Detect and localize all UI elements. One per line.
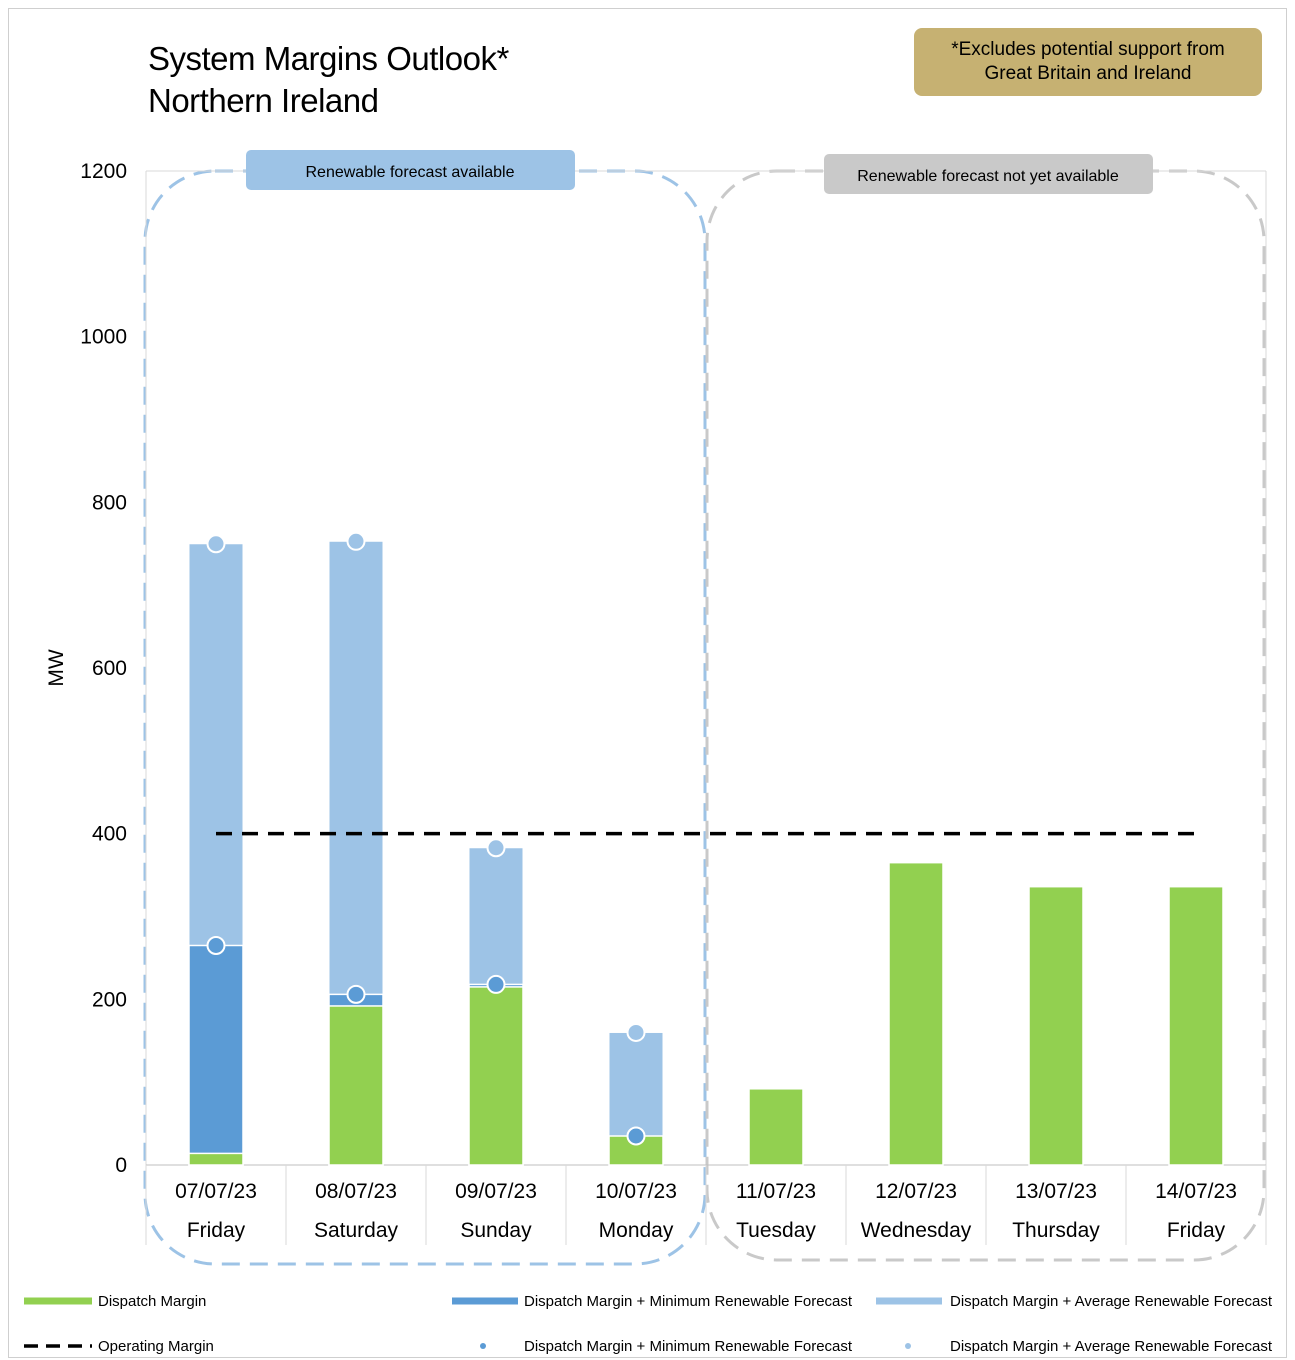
x-day-label: Wednesday [861, 1219, 972, 1242]
marker-avg-renewable [206, 534, 226, 554]
x-tick-label: 14/07/23 [1155, 1180, 1237, 1203]
marker-min-renewable [346, 984, 366, 1004]
y-axis-title: MW [45, 649, 68, 686]
bar-dispatch-margin [188, 1152, 244, 1166]
x-day-label: Tuesday [736, 1219, 816, 1242]
legend: Dispatch Margin Dispatch Margin + Minimum… [24, 1293, 1273, 1355]
forecast-regions [143, 169, 1266, 1266]
x-day-label: Thursday [1012, 1219, 1100, 1242]
y-tick-label: 200 [92, 988, 127, 1011]
y-tick-label: 1200 [80, 160, 127, 183]
y-tick-label: 0 [115, 1154, 127, 1177]
legend-label: Dispatch Margin [98, 1293, 206, 1310]
x-day-label: Sunday [460, 1219, 532, 1242]
x-tick-label: 11/07/23 [736, 1180, 816, 1203]
bar-dispatch-margin [468, 986, 524, 1166]
marker-min-renewable [206, 935, 226, 955]
bars [188, 540, 1224, 1166]
region-not-available-label: Renewable forecast not yet available [857, 168, 1119, 185]
bar-dispatch-margin [748, 1088, 804, 1166]
y-tick-label: 600 [92, 657, 127, 680]
bar-dispatch-margin [1028, 885, 1084, 1166]
note-badge: *Excludes potential support from Great B… [914, 28, 1262, 96]
bar-dispatch-margin [1168, 885, 1224, 1166]
y-tick-label: 800 [92, 491, 127, 514]
bar-dispatch-margin [888, 861, 944, 1166]
legend-label: Operating Margin [98, 1338, 214, 1355]
x-tick-label: 12/07/23 [875, 1180, 957, 1203]
title-line-1: System Margins Outlook* [148, 40, 509, 77]
region-available-label: Renewable forecast available [305, 164, 514, 181]
y-tick-label: 400 [92, 823, 127, 846]
markers [206, 531, 646, 1146]
bar-min-renewable [188, 944, 244, 1166]
x-day-label: Monday [599, 1219, 674, 1242]
marker-min-renewable [486, 974, 506, 994]
region-available-pill [246, 150, 575, 190]
chart-frame [8, 8, 1287, 1358]
legend-label: Dispatch Margin + Average Renewable Fore… [950, 1338, 1273, 1355]
x-tick-label: 10/07/23 [595, 1180, 677, 1203]
marker-avg-renewable [626, 1022, 646, 1042]
axes: 0 200 400 600 800 1000 1200 MW 07/07/23 Friday 08/… [45, 160, 1267, 1245]
legend-swatch-marker [905, 1343, 911, 1349]
bar-dispatch-margin [328, 1005, 384, 1166]
legend-swatch-marker [480, 1343, 486, 1349]
title-line-2: Northern Ireland [148, 82, 379, 119]
x-day-label: Friday [187, 1219, 246, 1242]
marker-avg-renewable [346, 531, 366, 551]
region-labels: Renewable forecast available Renewable fo… [246, 150, 1153, 194]
chart-title: System Margins Outlook* Northern Ireland [148, 38, 509, 122]
legend-label: Dispatch Margin + Minimum Renewable Fore… [524, 1293, 853, 1310]
x-tick-label: 09/07/23 [455, 1180, 537, 1203]
marker-avg-renewable [486, 838, 506, 858]
legend-label: Dispatch Margin + Minimum Renewable Fore… [524, 1338, 853, 1355]
x-day-label: Friday [1167, 1219, 1226, 1242]
x-tick-label: 13/07/23 [1015, 1180, 1097, 1203]
y-tick-label: 1000 [80, 326, 127, 349]
note-line-2: Great Britain and Ireland [984, 63, 1192, 84]
region-not-available-pill [824, 154, 1153, 194]
x-tick-label: 08/07/23 [315, 1180, 397, 1203]
x-day-label: Saturday [314, 1219, 399, 1242]
note-line-1: *Excludes potential support from [951, 39, 1225, 60]
legend-label: Dispatch Margin + Average Renewable Fore… [950, 1293, 1273, 1310]
x-tick-label: 07/07/23 [175, 1180, 257, 1203]
marker-min-renewable [626, 1126, 646, 1146]
